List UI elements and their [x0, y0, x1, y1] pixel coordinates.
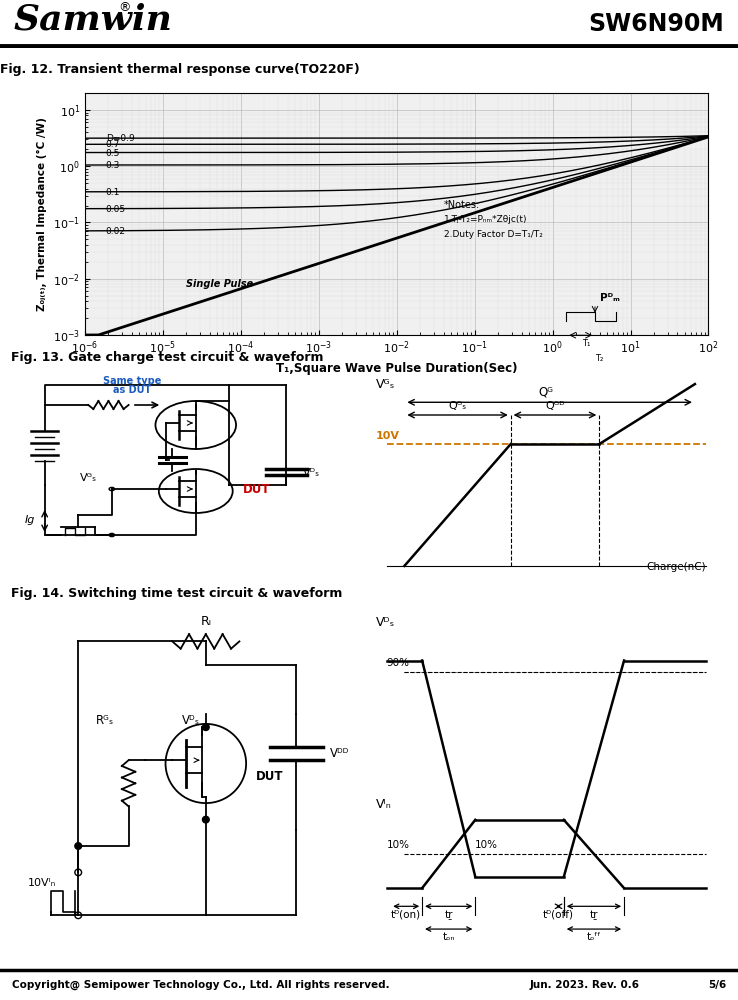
Text: 0.3: 0.3 — [106, 161, 120, 170]
Text: DUT: DUT — [256, 770, 283, 783]
Text: tₒᶠᶠ: tₒᶠᶠ — [587, 932, 601, 942]
Text: 0.02: 0.02 — [106, 227, 125, 236]
Text: Fig. 14. Switching time test circuit & waveform: Fig. 14. Switching time test circuit & w… — [11, 587, 342, 600]
Text: Qᴳₛ: Qᴳₛ — [449, 401, 466, 411]
Text: 10V: 10V — [376, 431, 400, 441]
Text: Vᴰᴰ: Vᴰᴰ — [330, 747, 349, 760]
Text: tṟ: tṟ — [444, 910, 453, 920]
Text: T₂: T₂ — [595, 354, 603, 363]
Text: 10%: 10% — [475, 840, 498, 850]
Text: 2.Duty Factor D=T₁/T₂: 2.Duty Factor D=T₁/T₂ — [444, 230, 542, 239]
Text: Vᴳₛ: Vᴳₛ — [80, 473, 97, 483]
Circle shape — [75, 843, 82, 849]
Text: Copyright@ Semipower Technology Co., Ltd. All rights reserved.: Copyright@ Semipower Technology Co., Ltd… — [12, 980, 390, 990]
Text: Pᴰₘ: Pᴰₘ — [599, 293, 619, 303]
Text: Jun. 2023. Rev. 0.6: Jun. 2023. Rev. 0.6 — [530, 980, 640, 990]
Text: Ig: Ig — [24, 515, 35, 525]
Text: Vᴰₛ: Vᴰₛ — [303, 468, 320, 478]
Text: Charge(nC): Charge(nC) — [646, 562, 706, 572]
Text: 10%: 10% — [387, 840, 410, 850]
Text: Vᴵₙ: Vᴵₙ — [376, 798, 392, 811]
Text: T₁: T₁ — [582, 339, 590, 348]
Text: 0.05: 0.05 — [106, 205, 126, 214]
Text: ®: ® — [118, 1, 131, 14]
X-axis label: T₁,Square Wave Pulse Duration(Sec): T₁,Square Wave Pulse Duration(Sec) — [276, 362, 517, 375]
Text: Vᴳₛ: Vᴳₛ — [376, 378, 396, 391]
Text: Rᴳₛ: Rᴳₛ — [96, 714, 114, 727]
Text: as DUT: as DUT — [113, 385, 151, 395]
Text: Vᴰₛ: Vᴰₛ — [182, 714, 200, 727]
Text: Single Pulse: Single Pulse — [186, 279, 254, 289]
Text: DUT: DUT — [243, 483, 270, 496]
Text: Rₗ: Rₗ — [201, 615, 211, 628]
Text: Vᴰₛ: Vᴰₛ — [376, 616, 396, 629]
Text: Qᴳᴰ: Qᴳᴰ — [545, 401, 565, 411]
Y-axis label: Z₀ⱼ₍ₜ₎, Thermal Impedance (°C /W): Z₀ⱼ₍ₜ₎, Thermal Impedance (°C /W) — [38, 117, 47, 311]
Text: Same type: Same type — [103, 376, 161, 386]
Text: *Notes:: *Notes: — [444, 200, 480, 210]
Text: 90%: 90% — [387, 658, 410, 668]
Text: 10Vᴵₙ: 10Vᴵₙ — [28, 878, 56, 888]
Text: tₒₙ: tₒₙ — [443, 932, 455, 942]
Text: 0.5: 0.5 — [106, 149, 120, 158]
Text: 0.1: 0.1 — [106, 188, 120, 197]
Text: Samwin: Samwin — [14, 3, 173, 37]
Text: Fig. 12. Transient thermal response curve(TO220F): Fig. 12. Transient thermal response curv… — [0, 64, 359, 77]
Text: Fig. 13. Gate charge test circuit & waveform: Fig. 13. Gate charge test circuit & wave… — [11, 351, 323, 364]
Text: tᴰ(off): tᴰ(off) — [543, 910, 574, 920]
Text: tṟ: tṟ — [590, 910, 599, 920]
Text: 5/6: 5/6 — [708, 980, 726, 990]
Text: Qᴳ: Qᴳ — [539, 386, 554, 399]
Text: 1.Tⱼ-T₂=Pₙₘ*Zθjc(t): 1.Tⱼ-T₂=Pₙₘ*Zθjc(t) — [444, 215, 527, 224]
Circle shape — [202, 816, 209, 823]
Text: 0.7: 0.7 — [106, 140, 120, 149]
Text: SW6N90M: SW6N90M — [588, 12, 724, 36]
Circle shape — [202, 724, 209, 730]
Text: D=0.9: D=0.9 — [106, 134, 134, 143]
Text: tᴰ(on): tᴰ(on) — [391, 910, 421, 920]
